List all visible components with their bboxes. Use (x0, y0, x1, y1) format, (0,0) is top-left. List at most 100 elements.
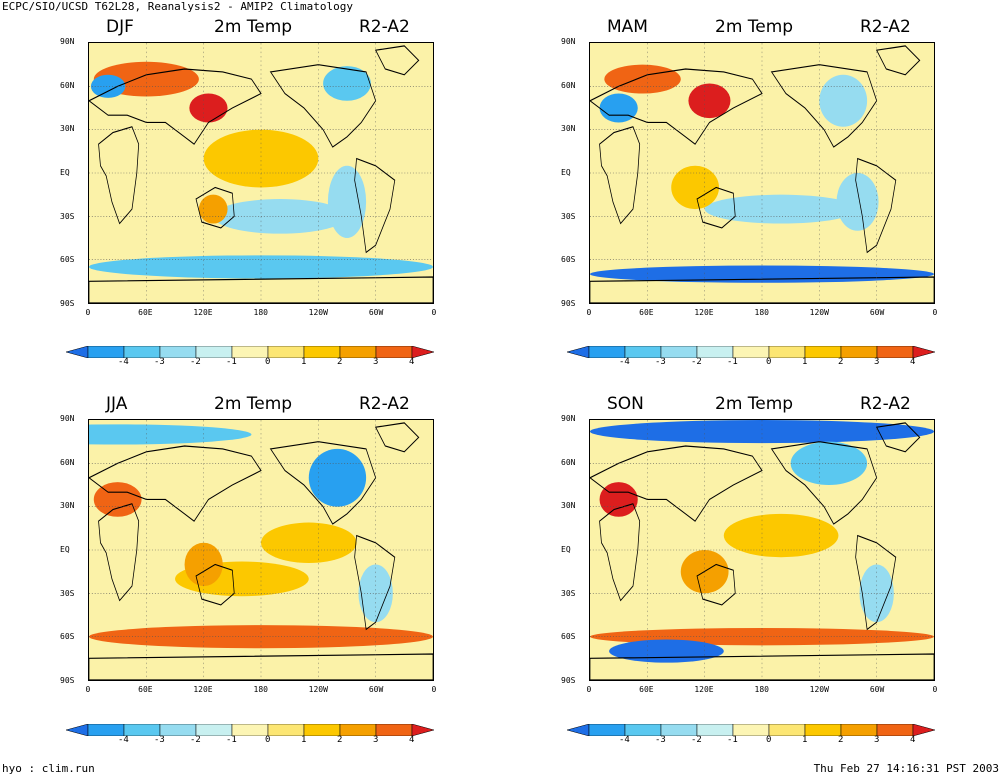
longitude-label: 180 (754, 308, 769, 317)
colorbar-label: -1 (727, 735, 738, 745)
colorbar (566, 721, 936, 740)
colorbar-swatch (840, 345, 878, 359)
figure-title: ECPC/SIO/UCSD T62L28, Reanalysis2 - AMIP… (2, 0, 353, 13)
anomaly-region (671, 165, 719, 210)
coastline (354, 534, 396, 631)
longitude-label: 0 (586, 308, 592, 317)
coastline (374, 422, 420, 453)
latitude-label: 60N (561, 80, 576, 90)
longitude-label: 0 (431, 685, 437, 694)
colorbar (566, 343, 936, 362)
colorbar-swatch (876, 723, 914, 737)
anomaly-region (327, 165, 367, 238)
coastline (98, 503, 140, 602)
colorbar-swatch (339, 345, 377, 359)
anomaly-region (261, 522, 357, 563)
colorbar-label: 3 (874, 357, 880, 367)
latitude-label: 30S (561, 211, 576, 221)
panel-variable-title: 2m Temp (715, 17, 794, 37)
temperature-anomaly-map (88, 419, 434, 681)
coastline (590, 276, 934, 303)
colorbar (65, 721, 435, 740)
coastline (875, 45, 921, 76)
longitude-label: 60E (639, 308, 654, 317)
anomaly-region (323, 66, 371, 101)
colorbar-swatch (876, 345, 914, 359)
colorbar-swatch (303, 345, 341, 359)
latitude-label: 60S (561, 255, 576, 265)
panel-season-title: DJF (106, 17, 134, 37)
coastline (269, 64, 377, 148)
longitude-label: 0 (932, 685, 938, 694)
colorbar-swatch (566, 723, 590, 737)
latitude-label: 90N (60, 414, 75, 423)
anomaly-region (599, 482, 638, 517)
longitude-label: 120W (809, 308, 829, 317)
coastline (354, 157, 396, 254)
latitude-label: 90N (561, 37, 576, 46)
coastline (195, 186, 235, 229)
panel-season-title: MAM (607, 17, 648, 37)
longitude-label: 120E (694, 685, 714, 694)
latitude-label: 90S (60, 299, 75, 308)
coastline (89, 653, 433, 680)
panel-variable-title: 2m Temp (214, 394, 293, 414)
coastline (98, 126, 140, 225)
latitude-label: EQ (561, 545, 571, 554)
colorbar-swatch (231, 345, 269, 359)
latitude-label: EQ (60, 168, 70, 177)
panel-experiment-title: R2-A2 (860, 17, 911, 37)
longitude-label: 60E (639, 685, 654, 694)
longitude-label: 60W (368, 685, 384, 694)
colorbar-label: 4 (910, 735, 916, 745)
latitude-label: 60S (60, 255, 75, 265)
coastline (374, 45, 420, 76)
colorbar-swatch (267, 345, 305, 359)
colorbar-swatch (65, 345, 89, 359)
latitude-label: 30N (60, 124, 75, 134)
colorbar-label: 3 (874, 735, 880, 745)
colorbar-label: -2 (691, 357, 702, 367)
coastline (696, 186, 736, 229)
latitude-label: 60S (561, 632, 576, 642)
colorbar-label: -4 (619, 735, 630, 745)
colorbar-label: 4 (910, 357, 916, 367)
latitude-label: 90S (561, 299, 576, 308)
colorbar-swatch (912, 345, 936, 359)
longitude-label: 120W (809, 685, 829, 694)
coastline (590, 445, 763, 522)
longitude-label: 120E (694, 308, 714, 317)
colorbar-label: 2 (337, 735, 343, 745)
anomaly-region (89, 424, 252, 445)
colorbar-swatch (65, 723, 89, 737)
footer-timestamp: Thu Feb 27 14:16:31 PST 2003 (813, 762, 999, 775)
coastline (770, 64, 878, 148)
colorbar-label: -3 (154, 735, 165, 745)
latitude-label: 60N (60, 457, 75, 467)
longitude-label: 0 (586, 685, 592, 694)
colorbar-swatch (411, 345, 435, 359)
latitude-label: 30S (60, 588, 75, 598)
latitude-label: 60N (60, 80, 75, 90)
anomaly-region (790, 441, 868, 485)
latitude-label: EQ (561, 168, 571, 177)
longitude-label: 120W (308, 685, 328, 694)
coastline (89, 68, 262, 145)
coastline (696, 563, 736, 606)
panel-experiment-title: R2-A2 (359, 394, 410, 414)
anomaly-region (590, 420, 934, 444)
colorbar-swatch (840, 723, 878, 737)
colorbar-swatch (804, 345, 842, 359)
colorbar-label: -3 (655, 357, 666, 367)
colorbar-label: 2 (838, 735, 844, 745)
colorbar-label: -3 (655, 735, 666, 745)
anomaly-region (184, 542, 223, 587)
colorbar-swatch (732, 723, 770, 737)
colorbar-swatch (231, 723, 269, 737)
panel-experiment-title: R2-A2 (860, 394, 911, 414)
coastline (855, 157, 897, 254)
colorbar-swatch (804, 723, 842, 737)
anomaly-region (604, 64, 681, 94)
colorbar-swatch (375, 723, 413, 737)
anomaly-region (599, 93, 638, 123)
